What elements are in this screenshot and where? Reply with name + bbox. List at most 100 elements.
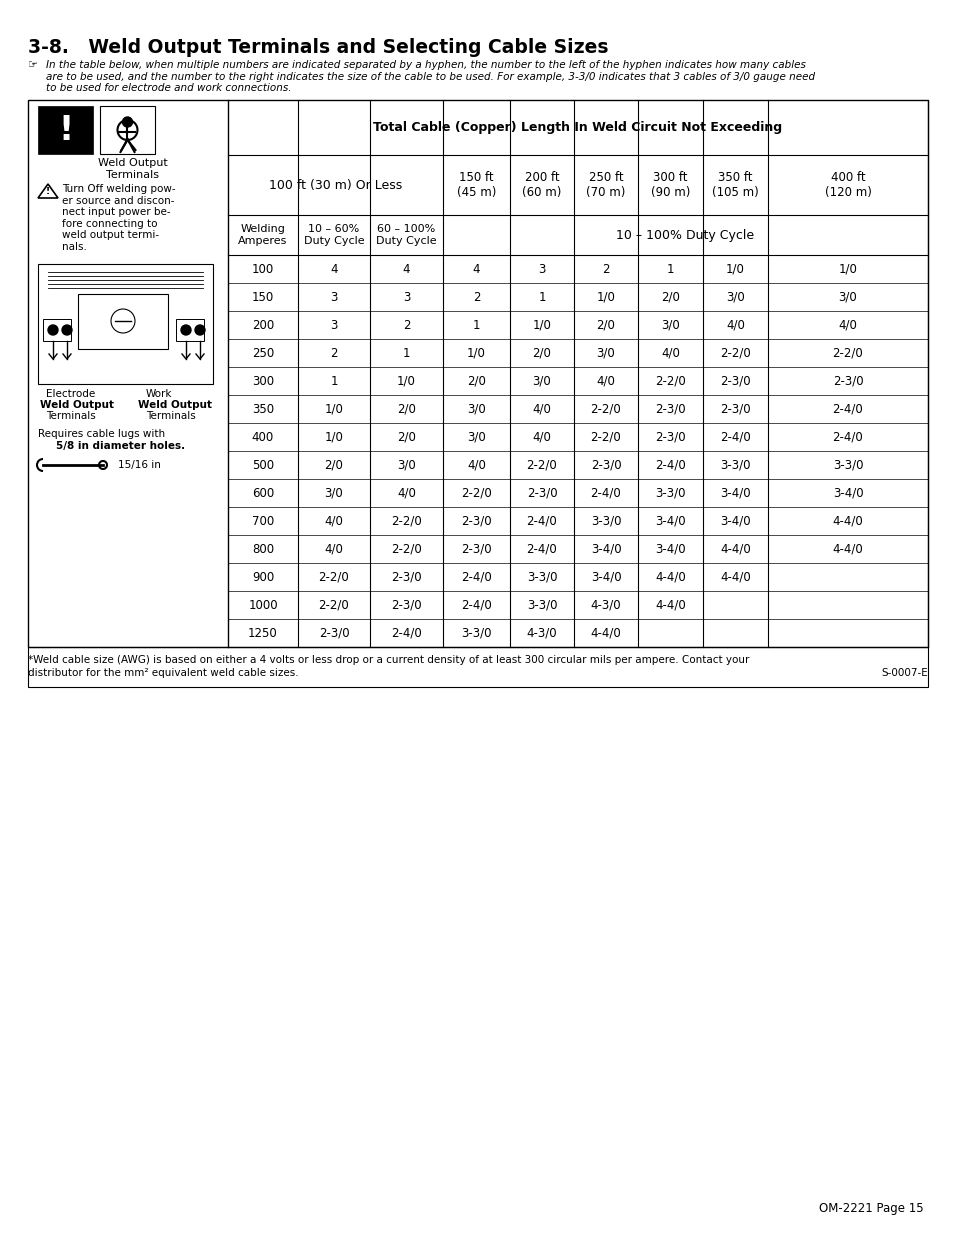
Text: Terminals: Terminals <box>146 411 195 421</box>
Circle shape <box>62 325 71 335</box>
Text: 4-4/0: 4-4/0 <box>590 626 620 640</box>
Text: 700: 700 <box>252 515 274 527</box>
Text: OM-2221 Page 15: OM-2221 Page 15 <box>819 1202 923 1215</box>
Text: 4-4/0: 4-4/0 <box>832 542 862 556</box>
Bar <box>100 106 154 154</box>
Text: 2-2/0: 2-2/0 <box>526 458 557 472</box>
Text: Weld Output: Weld Output <box>40 400 113 410</box>
Circle shape <box>111 309 135 333</box>
Text: 4/0: 4/0 <box>838 319 857 331</box>
Text: 2-4/0: 2-4/0 <box>526 542 557 556</box>
Text: 4/0: 4/0 <box>467 458 485 472</box>
Text: 250 ft
(70 m): 250 ft (70 m) <box>586 170 625 199</box>
Text: 150 ft
(45 m): 150 ft (45 m) <box>456 170 496 199</box>
Text: 4/0: 4/0 <box>532 403 551 415</box>
Text: 2-4/0: 2-4/0 <box>590 487 620 499</box>
Text: 2-2/0: 2-2/0 <box>655 374 685 388</box>
Text: Weld Output
Terminals: Weld Output Terminals <box>98 158 168 179</box>
Bar <box>28 100 927 647</box>
Text: 2-3/0: 2-3/0 <box>720 403 750 415</box>
Text: 2-2/0: 2-2/0 <box>391 542 421 556</box>
Text: 600: 600 <box>252 487 274 499</box>
Text: 4/0: 4/0 <box>324 542 343 556</box>
Text: 1/0: 1/0 <box>596 290 615 304</box>
Text: 1: 1 <box>402 347 410 359</box>
Text: 3-4/0: 3-4/0 <box>655 542 685 556</box>
Text: 2: 2 <box>402 319 410 331</box>
Text: 60 – 100%
Duty Cycle: 60 – 100% Duty Cycle <box>375 225 436 246</box>
Text: Welding
Amperes: Welding Amperes <box>238 225 288 246</box>
Bar <box>78 294 168 350</box>
Text: 3/0: 3/0 <box>467 431 485 443</box>
Text: fore connecting to: fore connecting to <box>62 219 157 228</box>
Text: 2-2/0: 2-2/0 <box>720 347 750 359</box>
Text: are to be used, and the number to the right indicates the size of the cable to b: are to be used, and the number to the ri… <box>46 72 814 82</box>
Text: 3: 3 <box>537 263 545 275</box>
Text: nals.: nals. <box>62 242 87 252</box>
Text: 3-3/0: 3-3/0 <box>655 487 685 499</box>
Text: 4: 4 <box>402 263 410 275</box>
Circle shape <box>122 117 132 127</box>
Text: 4-3/0: 4-3/0 <box>526 626 557 640</box>
Text: 1: 1 <box>473 319 479 331</box>
Text: 2-3/0: 2-3/0 <box>655 403 685 415</box>
Text: Electrode: Electrode <box>46 389 95 399</box>
Text: 3-3/0: 3-3/0 <box>832 458 862 472</box>
Text: 2-2/0: 2-2/0 <box>318 571 349 583</box>
Bar <box>28 647 927 687</box>
Text: weld output termi-: weld output termi- <box>62 230 159 240</box>
Text: 4/0: 4/0 <box>324 515 343 527</box>
Text: 2-2/0: 2-2/0 <box>460 487 492 499</box>
Text: S-0007-E: S-0007-E <box>881 668 927 678</box>
Text: 100 ft (30 m) Or Less: 100 ft (30 m) Or Less <box>269 179 402 191</box>
Text: 3: 3 <box>330 319 337 331</box>
Text: 2-3/0: 2-3/0 <box>460 542 492 556</box>
Text: Weld Output: Weld Output <box>138 400 212 410</box>
Text: 200: 200 <box>252 319 274 331</box>
Text: 3-3/0: 3-3/0 <box>460 626 491 640</box>
Text: er source and discon-: er source and discon- <box>62 195 174 205</box>
Text: 2/0: 2/0 <box>660 290 679 304</box>
Text: 3-3/0: 3-3/0 <box>590 515 620 527</box>
Text: 350: 350 <box>252 403 274 415</box>
Text: 4-4/0: 4-4/0 <box>655 571 685 583</box>
Text: 3-4/0: 3-4/0 <box>720 515 750 527</box>
Text: 3-3/0: 3-3/0 <box>526 571 557 583</box>
Text: 3-4/0: 3-4/0 <box>590 542 620 556</box>
Text: 2-2/0: 2-2/0 <box>590 431 620 443</box>
Text: !: ! <box>58 114 73 147</box>
Polygon shape <box>38 184 58 198</box>
Text: distributor for the mm² equivalent weld cable sizes.: distributor for the mm² equivalent weld … <box>28 668 298 678</box>
Text: In the table below, when multiple numbers are indicated separated by a hyphen, t: In the table below, when multiple number… <box>46 61 805 70</box>
Bar <box>175 319 204 341</box>
Text: 1/0: 1/0 <box>396 374 416 388</box>
Text: 1250: 1250 <box>248 626 277 640</box>
Text: ☞: ☞ <box>28 61 38 70</box>
Text: 2-3/0: 2-3/0 <box>590 458 620 472</box>
Text: 4/0: 4/0 <box>532 431 551 443</box>
Text: 2-2/0: 2-2/0 <box>318 599 349 611</box>
Text: 3/0: 3/0 <box>396 458 416 472</box>
Text: 350 ft
(105 m): 350 ft (105 m) <box>711 170 758 199</box>
Text: 800: 800 <box>252 542 274 556</box>
Text: 3-3/0: 3-3/0 <box>526 599 557 611</box>
Text: 3/0: 3/0 <box>324 487 343 499</box>
Text: 2-3/0: 2-3/0 <box>655 431 685 443</box>
Circle shape <box>181 325 191 335</box>
Text: 3-8.   Weld Output Terminals and Selecting Cable Sizes: 3-8. Weld Output Terminals and Selecting… <box>28 38 608 57</box>
Text: 2-2/0: 2-2/0 <box>391 515 421 527</box>
Text: 1/0: 1/0 <box>324 431 343 443</box>
Text: 1/0: 1/0 <box>838 263 857 275</box>
Bar <box>43 319 71 341</box>
Text: 2-3/0: 2-3/0 <box>832 374 862 388</box>
Text: 2-3/0: 2-3/0 <box>391 599 421 611</box>
Text: Turn Off welding pow-: Turn Off welding pow- <box>62 184 175 194</box>
Text: 2: 2 <box>601 263 609 275</box>
Text: 1000: 1000 <box>248 599 277 611</box>
Text: 1/0: 1/0 <box>324 403 343 415</box>
Text: Requires cable lugs with: Requires cable lugs with <box>38 429 165 438</box>
Text: Terminals: Terminals <box>46 411 95 421</box>
Text: 1: 1 <box>330 374 337 388</box>
Text: 2/0: 2/0 <box>324 458 343 472</box>
Text: 2/0: 2/0 <box>396 431 416 443</box>
